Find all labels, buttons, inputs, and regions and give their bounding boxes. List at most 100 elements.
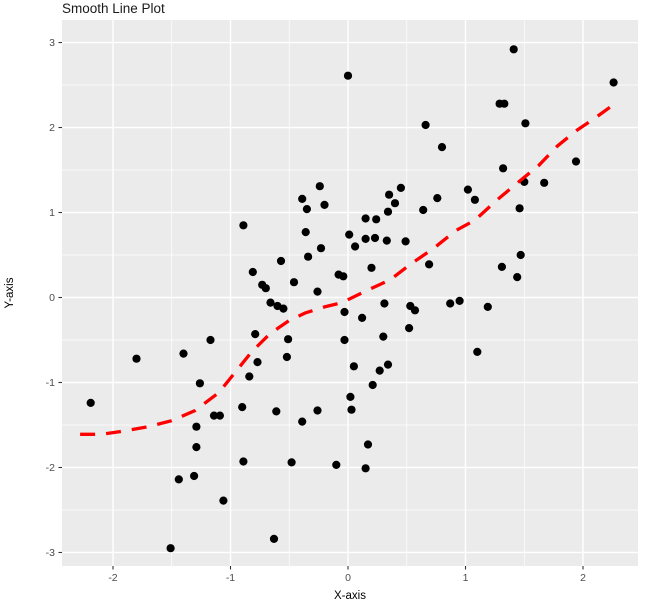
- data-point: [266, 298, 275, 307]
- data-point: [379, 332, 388, 341]
- data-point: [370, 233, 380, 243]
- y-tick-label: 2: [49, 122, 55, 134]
- data-point: [192, 422, 201, 431]
- x-tick-label: -2: [108, 572, 117, 584]
- x-axis-title: X-axis: [334, 590, 366, 602]
- data-point: [571, 157, 581, 166]
- data-point: [463, 185, 472, 194]
- data-point: [215, 411, 224, 420]
- x-tick-label: -1: [226, 572, 235, 584]
- data-point: [209, 411, 219, 420]
- y-tick-label: 1: [49, 207, 55, 219]
- data-point: [206, 335, 215, 345]
- data-point: [382, 236, 391, 245]
- data-point: [368, 380, 377, 390]
- data-point: [513, 273, 522, 282]
- data-point: [540, 178, 549, 187]
- y-tick-label: -1: [46, 377, 55, 389]
- data-point: [375, 366, 384, 375]
- data-point: [410, 306, 420, 315]
- data-point: [302, 205, 311, 214]
- data-point: [190, 471, 199, 481]
- data-point: [315, 182, 324, 191]
- data-point: [361, 234, 370, 243]
- x-tick-label: 1: [463, 572, 469, 584]
- data-point: [421, 120, 430, 130]
- data-point: [347, 405, 356, 414]
- data-point: [219, 496, 228, 505]
- data-point: [239, 457, 248, 466]
- data-point: [358, 313, 367, 322]
- data-point: [301, 228, 310, 237]
- data-point: [372, 215, 381, 224]
- data-point: [279, 304, 288, 313]
- data-point: [396, 183, 405, 192]
- data-point: [516, 250, 525, 260]
- data-point: [497, 262, 506, 271]
- data-point: [437, 143, 447, 152]
- data-point: [425, 260, 434, 269]
- data-point: [390, 199, 400, 208]
- data-point: [380, 299, 389, 308]
- data-point: [248, 267, 257, 277]
- data-point: [349, 362, 358, 371]
- data-point: [509, 45, 518, 54]
- panel-background: [62, 20, 638, 566]
- data-point: [272, 407, 281, 416]
- data-point: [313, 287, 322, 296]
- data-point: [383, 360, 393, 369]
- data-point: [343, 71, 353, 80]
- data-point: [298, 417, 307, 426]
- data-point: [332, 460, 341, 469]
- data-point: [166, 544, 175, 553]
- data-point: [276, 256, 286, 266]
- data-point: [339, 272, 348, 281]
- data-point: [401, 237, 410, 246]
- data-point: [383, 207, 393, 216]
- data-point: [238, 403, 247, 412]
- data-point: [363, 440, 373, 449]
- data-point: [455, 296, 464, 305]
- data-point: [473, 347, 482, 356]
- data-point: [320, 200, 329, 209]
- data-point: [521, 119, 530, 128]
- y-tick-label: 3: [49, 37, 55, 49]
- data-point: [385, 190, 394, 199]
- data-point: [174, 475, 183, 484]
- data-point: [609, 78, 618, 87]
- data-point: [345, 230, 354, 239]
- data-point: [367, 263, 376, 272]
- y-axis-title: Y-axis: [4, 277, 16, 309]
- data-point: [340, 307, 349, 317]
- data-point: [351, 242, 360, 251]
- data-point: [515, 204, 524, 213]
- data-point: [195, 379, 204, 388]
- data-point: [313, 406, 322, 415]
- data-point: [316, 244, 326, 253]
- data-point: [361, 214, 370, 223]
- data-point: [245, 372, 254, 381]
- data-point: [446, 299, 455, 308]
- data-point: [340, 335, 349, 345]
- data-point: [483, 302, 492, 311]
- data-point: [361, 464, 370, 473]
- data-point: [284, 335, 293, 344]
- plot-title: Smooth Line Plot: [62, 1, 165, 16]
- y-tick-label: 0: [49, 292, 55, 304]
- data-point: [346, 392, 355, 401]
- data-point: [86, 398, 95, 407]
- data-point: [261, 284, 270, 293]
- data-point: [179, 349, 188, 358]
- data-point: [470, 195, 479, 204]
- data-point: [251, 330, 260, 339]
- data-point: [500, 99, 509, 108]
- data-point: [304, 252, 313, 261]
- data-point: [419, 205, 428, 215]
- data-point: [192, 443, 201, 452]
- data-point: [433, 194, 442, 203]
- data-point: [298, 194, 307, 203]
- data-point: [499, 164, 508, 173]
- data-point: [269, 534, 279, 544]
